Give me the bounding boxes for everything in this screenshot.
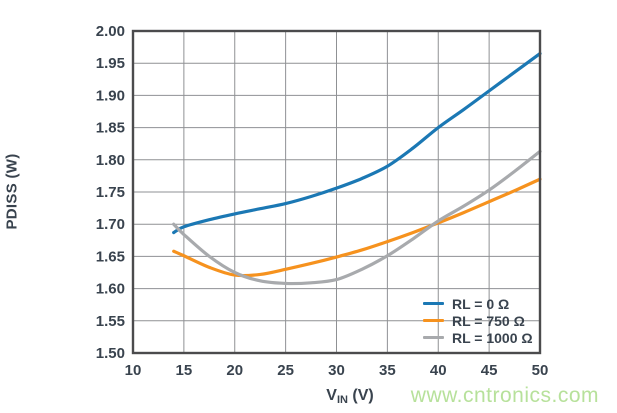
x-tick-label: 45 (481, 362, 498, 379)
x-tick-label: 15 (176, 362, 193, 379)
x-tick-label: 30 (328, 362, 345, 379)
series-line-0 (172, 51, 542, 235)
y-tick-label: 1.60 (96, 281, 125, 298)
legend-swatch-rl-0 (423, 302, 444, 305)
y-tick-label: 1.55 (96, 313, 125, 330)
legend-swatch-rl-750 (423, 319, 444, 322)
x-tick-label: 25 (277, 362, 294, 379)
x-tick-label: 10 (125, 362, 142, 379)
y-tick-label: 1.85 (96, 120, 125, 137)
x-tick-label: 35 (379, 362, 396, 379)
x-axis-title-unit: (V) (347, 387, 374, 404)
legend-label-rl-0: RL = 0 Ω (452, 295, 510, 312)
y-tick-label: 1.75 (96, 184, 125, 201)
y-axis-title: PDISS (W) (3, 153, 21, 230)
legend: RL = 0 Ω RL = 750 Ω RL = 1000 Ω (423, 295, 533, 346)
x-tick-label: 50 (532, 362, 549, 379)
x-axis-title-sub: IN (336, 394, 348, 406)
legend-item-rl-1000: RL = 1000 Ω (423, 329, 533, 346)
legend-item-rl-750: RL = 750 Ω (423, 312, 533, 329)
legend-swatch-rl-1000 (423, 336, 444, 339)
y-tick-label: 1.95 (96, 55, 125, 72)
x-tick-label: 20 (226, 362, 243, 379)
y-tick-label: 1.65 (96, 248, 125, 265)
x-axis-title: VIN (V) (300, 387, 400, 406)
x-axis-title-main: V (326, 387, 337, 404)
y-tick-label: 1.50 (96, 345, 125, 362)
legend-label-rl-750: RL = 750 Ω (452, 312, 525, 329)
plot-frame (131, 29, 542, 355)
x-tick-label: 40 (430, 362, 447, 379)
legend-item-rl-0: RL = 0 Ω (423, 295, 533, 312)
watermark-text: www.cntronics.com (410, 384, 599, 407)
y-tick-label: 1.90 (96, 87, 125, 104)
y-tick-label: 1.80 (96, 152, 125, 169)
y-tick-label: 1.70 (96, 216, 125, 233)
legend-label-rl-1000: RL = 1000 Ω (452, 329, 533, 346)
series-line-1 (172, 177, 542, 278)
series-line-2 (172, 149, 542, 286)
y-tick-label: 2.00 (96, 23, 125, 40)
